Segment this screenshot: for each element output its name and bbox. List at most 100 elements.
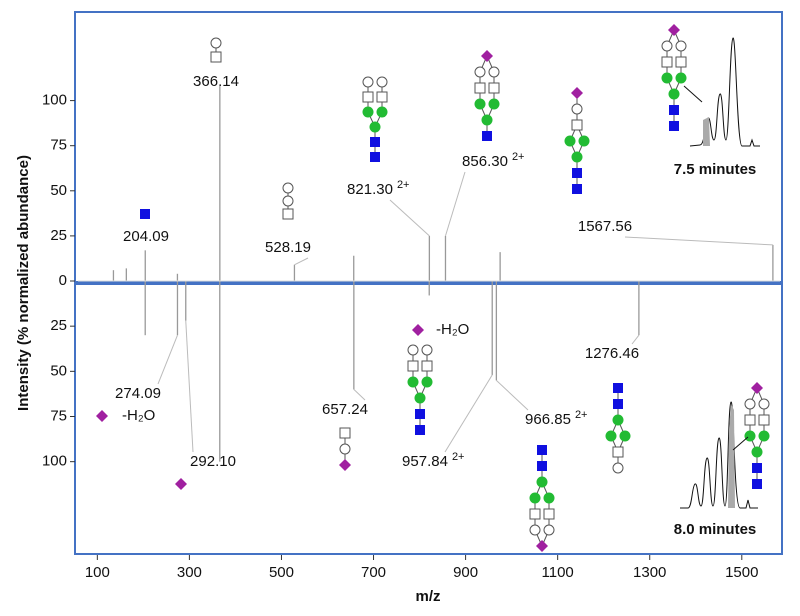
peak-label: 204.09 — [123, 228, 169, 245]
glycan-hexose — [414, 392, 426, 404]
glycan-hexose — [407, 376, 419, 388]
top-frame — [74, 11, 783, 283]
leader-line — [389, 199, 430, 237]
glycan-hexose — [668, 88, 680, 100]
glycan-hexnac-open — [362, 91, 374, 103]
charge-label: 2+ — [512, 151, 525, 163]
glycan-hexose — [619, 430, 631, 442]
glycan-hexose — [751, 446, 763, 458]
chromatogram — [680, 401, 758, 509]
glycan-hexnac-open — [529, 508, 541, 520]
peak-label: 821.30 — [347, 181, 393, 198]
glycan-hexose-open — [758, 398, 770, 410]
y-tick-label: 50 — [50, 362, 67, 379]
glycan-sialic — [751, 382, 763, 394]
glycan-sialic — [668, 24, 680, 36]
inset-label: 7.5 minutes — [674, 161, 757, 178]
glycan-hexose-open — [661, 40, 673, 52]
x-tick-label: 900 — [453, 564, 478, 581]
glycan-hexnac — [537, 445, 547, 455]
y-tick-label: 75 — [50, 407, 67, 424]
glycan-hexose — [612, 414, 624, 426]
glycan-hexnac-open — [571, 119, 583, 131]
glycan-hexnac — [613, 383, 623, 393]
leader-line — [624, 236, 773, 246]
glycan-hexnac — [669, 105, 679, 115]
glycan-hexose-open — [744, 398, 756, 410]
glycan-hexnac — [752, 463, 762, 473]
glycan-sialic — [481, 50, 493, 62]
leader-line — [631, 334, 640, 345]
glycan-hexose — [744, 430, 756, 442]
glycan-hexose-open — [210, 37, 222, 49]
leader-line — [185, 320, 194, 453]
glycan-hexose-open — [612, 462, 624, 474]
y-tick-label: 100 — [42, 92, 67, 109]
glycan-hexose-open — [407, 344, 419, 356]
glycan-hexose-open — [675, 40, 687, 52]
leader-line — [157, 335, 178, 385]
glycan-hexnac-open — [612, 446, 624, 458]
charge-label: 2+ — [397, 179, 410, 191]
y-tick-label: 100 — [42, 453, 67, 470]
glycan-hexose — [758, 430, 770, 442]
glycan-hexose — [369, 121, 381, 133]
glycan-hexnac — [572, 168, 582, 178]
glycan-hexose-open — [543, 524, 555, 536]
glycan-sialic — [571, 87, 583, 99]
y-axis-label: Intensity (% normalized abundance) — [15, 155, 32, 411]
chromatogram — [689, 37, 760, 147]
glycan-hexose-open — [474, 66, 486, 78]
glycan-hexose-open — [282, 195, 294, 207]
glycan-hexose — [488, 98, 500, 110]
x-axis-label: m/z — [415, 588, 440, 605]
glycan-sialic — [536, 540, 548, 552]
x-tick-label: 1300 — [633, 564, 666, 581]
y-tick-label: 50 — [50, 182, 67, 199]
x-tick-label: 1100 — [542, 564, 574, 581]
glycan-hexose-open — [282, 182, 294, 194]
glycan-hexose-open — [529, 524, 541, 536]
glycan-hexose — [564, 135, 576, 147]
glycan-hexnac-open — [421, 360, 433, 372]
glycan-hexose — [474, 98, 486, 110]
inset-label: 8.0 minutes — [674, 521, 757, 538]
glycan-hexnac-open — [339, 427, 351, 439]
glycan-hexnac — [572, 184, 582, 194]
glycan-hexnac — [415, 425, 425, 435]
glycan-hexnac — [669, 121, 679, 131]
glycan-hexose — [536, 476, 548, 488]
y-tick-label: 75 — [50, 137, 67, 154]
glycan-hexose-open — [571, 103, 583, 115]
glycan-hexose — [578, 135, 590, 147]
glycan-hexose — [661, 72, 673, 84]
leader-line — [444, 374, 493, 453]
glycan-sialic — [96, 410, 108, 422]
glycan-hexnac — [370, 152, 380, 162]
glycan-hexose-open — [339, 443, 351, 455]
glycan-hexnac — [482, 131, 492, 141]
glycan-sialic — [412, 324, 424, 336]
glycan-sialic — [175, 478, 187, 490]
x-tick-label: 700 — [361, 564, 386, 581]
inset-arrow — [732, 436, 749, 451]
leader-line — [294, 257, 309, 266]
glycan-hexose — [481, 114, 493, 126]
glycan-hexose — [376, 106, 388, 118]
glycan-hexnac-open — [376, 91, 388, 103]
peak-label: 657.24 — [322, 401, 368, 418]
x-tick-label: 300 — [177, 564, 202, 581]
glycan-hexose-open — [362, 76, 374, 88]
note-label: -H₂O — [122, 407, 155, 424]
glycan-hexnac-open — [474, 82, 486, 94]
glycan-hexnac — [537, 461, 547, 471]
glycan-hexose — [362, 106, 374, 118]
peak-label: 292.10 — [190, 453, 236, 470]
glycan-hexnac — [613, 399, 623, 409]
glycan-hexnac-open — [282, 208, 294, 220]
x-tick-label: 500 — [269, 564, 294, 581]
chromatogram-fill — [703, 117, 710, 146]
glycan-hexnac-open — [675, 56, 687, 68]
